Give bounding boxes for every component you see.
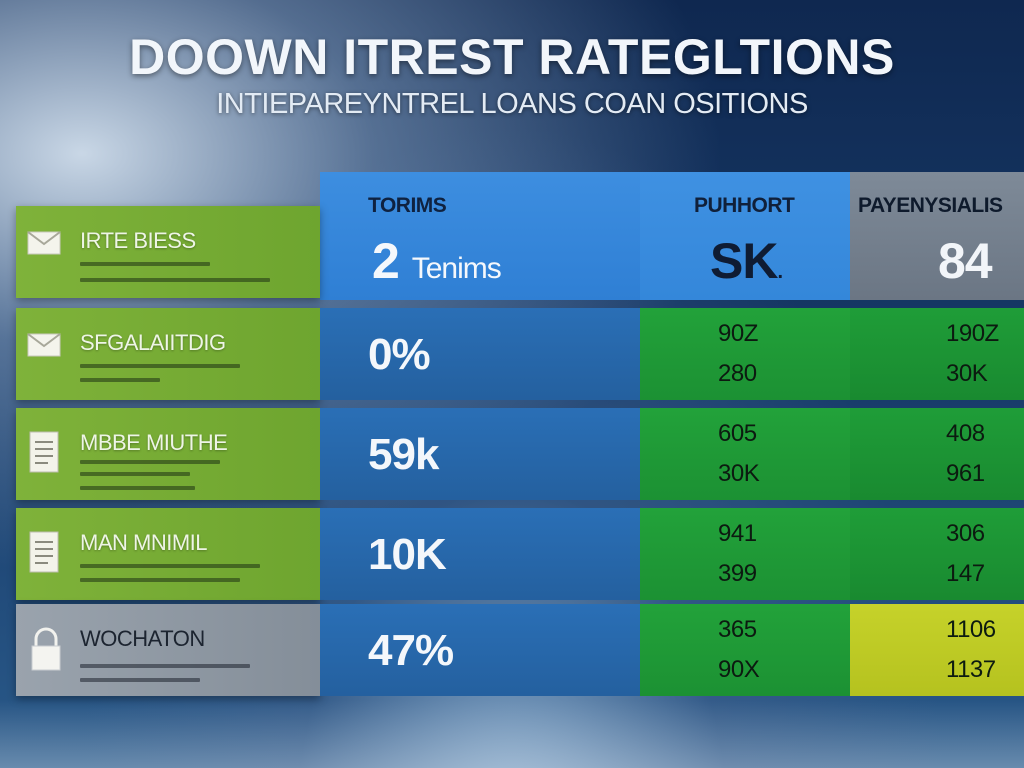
floor-reflection bbox=[0, 700, 1024, 768]
fine-print bbox=[80, 486, 195, 490]
fine-print bbox=[80, 664, 250, 668]
header-terms-value: 2 Tenims bbox=[372, 233, 502, 289]
page-title: DOOWN ITREST RATEGLTIONS bbox=[129, 29, 895, 85]
second-cell: 90Z 280 bbox=[640, 308, 850, 400]
cell-value: 147 bbox=[946, 560, 985, 587]
header-payments-value: 84 bbox=[938, 233, 993, 289]
lock-icon bbox=[26, 626, 66, 679]
header-terms: TORIMS 2 Tenims bbox=[320, 172, 640, 300]
payments-cell: 408 961 bbox=[850, 408, 1024, 500]
cell-value: 30K bbox=[718, 460, 760, 487]
header-payments: PAYENYSIALIS 84 bbox=[850, 172, 1024, 300]
row-name: MAN MNIMIL bbox=[80, 530, 208, 555]
second-cell: 365 90X bbox=[640, 604, 850, 696]
cell-value: 90X bbox=[718, 656, 760, 683]
cell-value: 190Z bbox=[946, 320, 999, 347]
payments-cell: 306 147 bbox=[850, 508, 1024, 600]
fine-print bbox=[80, 564, 260, 568]
cell-value: 605 bbox=[718, 420, 757, 447]
cell-value: 90Z bbox=[718, 320, 758, 347]
terms-value: 59k bbox=[368, 430, 439, 479]
row-name: WOCHATON bbox=[80, 626, 205, 651]
terms-value: 0% bbox=[368, 330, 431, 379]
row-label: WOCHATON bbox=[16, 604, 320, 696]
fine-print bbox=[80, 472, 190, 476]
page-subtitle: INTIEPAREYNTREL LOANS COAN OSITIONS bbox=[216, 88, 808, 120]
cell-value: 30K bbox=[946, 360, 988, 387]
row-name: MBBE MIUTHE bbox=[80, 430, 228, 455]
table-row: MBBE MIUTHE 59k 605 30K 408 961 bbox=[16, 408, 1024, 500]
second-cell: 605 30K bbox=[640, 408, 850, 500]
header-terms-label: TORIMS bbox=[368, 194, 447, 217]
row-label: SFGALAIITDIG bbox=[16, 308, 320, 400]
header-payments-label: PAYENYSIALIS bbox=[858, 194, 1003, 217]
cell-value: 961 bbox=[946, 460, 985, 487]
row-label: MAN MNIMIL bbox=[16, 508, 320, 600]
table-row: MAN MNIMIL 10K 941 399 306 147 bbox=[16, 508, 1024, 600]
envelope-icon bbox=[26, 330, 66, 365]
table-row: IRTE BIESS bbox=[16, 206, 1024, 298]
fine-print bbox=[80, 262, 210, 266]
cell-value: 941 bbox=[718, 520, 757, 547]
row-label: IRTE BIESS bbox=[16, 206, 320, 298]
payments-cell: 1106 1137 bbox=[850, 604, 1024, 696]
second-cell: 941 399 bbox=[640, 508, 850, 600]
envelope-icon bbox=[26, 228, 66, 263]
cell-value: 408 bbox=[946, 420, 985, 447]
fine-print bbox=[80, 278, 270, 282]
row-name: SFGALAIITDIG bbox=[80, 330, 226, 355]
header-second: PUHHORT SK. bbox=[640, 172, 850, 300]
cell-value: 1106 bbox=[946, 616, 996, 643]
fine-print bbox=[80, 378, 160, 382]
terms-cell: 47% bbox=[320, 604, 640, 696]
terms-cell: 10K bbox=[320, 508, 640, 600]
row-name: IRTE BIESS bbox=[80, 228, 196, 253]
terms-value: 47% bbox=[368, 626, 454, 675]
cell-value: 306 bbox=[946, 520, 985, 547]
cell-value: 365 bbox=[718, 616, 757, 643]
cell-value: 1137 bbox=[946, 656, 996, 683]
fine-print bbox=[80, 460, 220, 464]
row-label: MBBE MIUTHE bbox=[16, 408, 320, 500]
terms-value: 10K bbox=[368, 530, 447, 579]
payments-cell: 190Z 30K bbox=[850, 308, 1024, 400]
fine-print bbox=[80, 678, 200, 682]
document-icon bbox=[26, 530, 62, 583]
cell-value: 280 bbox=[718, 360, 757, 387]
terms-cell: 59k bbox=[320, 408, 640, 500]
fine-print bbox=[80, 364, 240, 368]
header-second-label: PUHHORT bbox=[694, 194, 795, 217]
cell-value: 399 bbox=[718, 560, 757, 587]
header-second-value: SK. bbox=[710, 233, 783, 289]
fine-print bbox=[80, 578, 240, 582]
table-row: WOCHATON 47% 365 90X 1106 1137 bbox=[16, 604, 1024, 696]
terms-cell: 0% bbox=[320, 308, 640, 400]
table-row: SFGALAIITDIG 0% 90Z 280 190Z 30K bbox=[16, 308, 1024, 400]
document-icon bbox=[26, 430, 62, 483]
